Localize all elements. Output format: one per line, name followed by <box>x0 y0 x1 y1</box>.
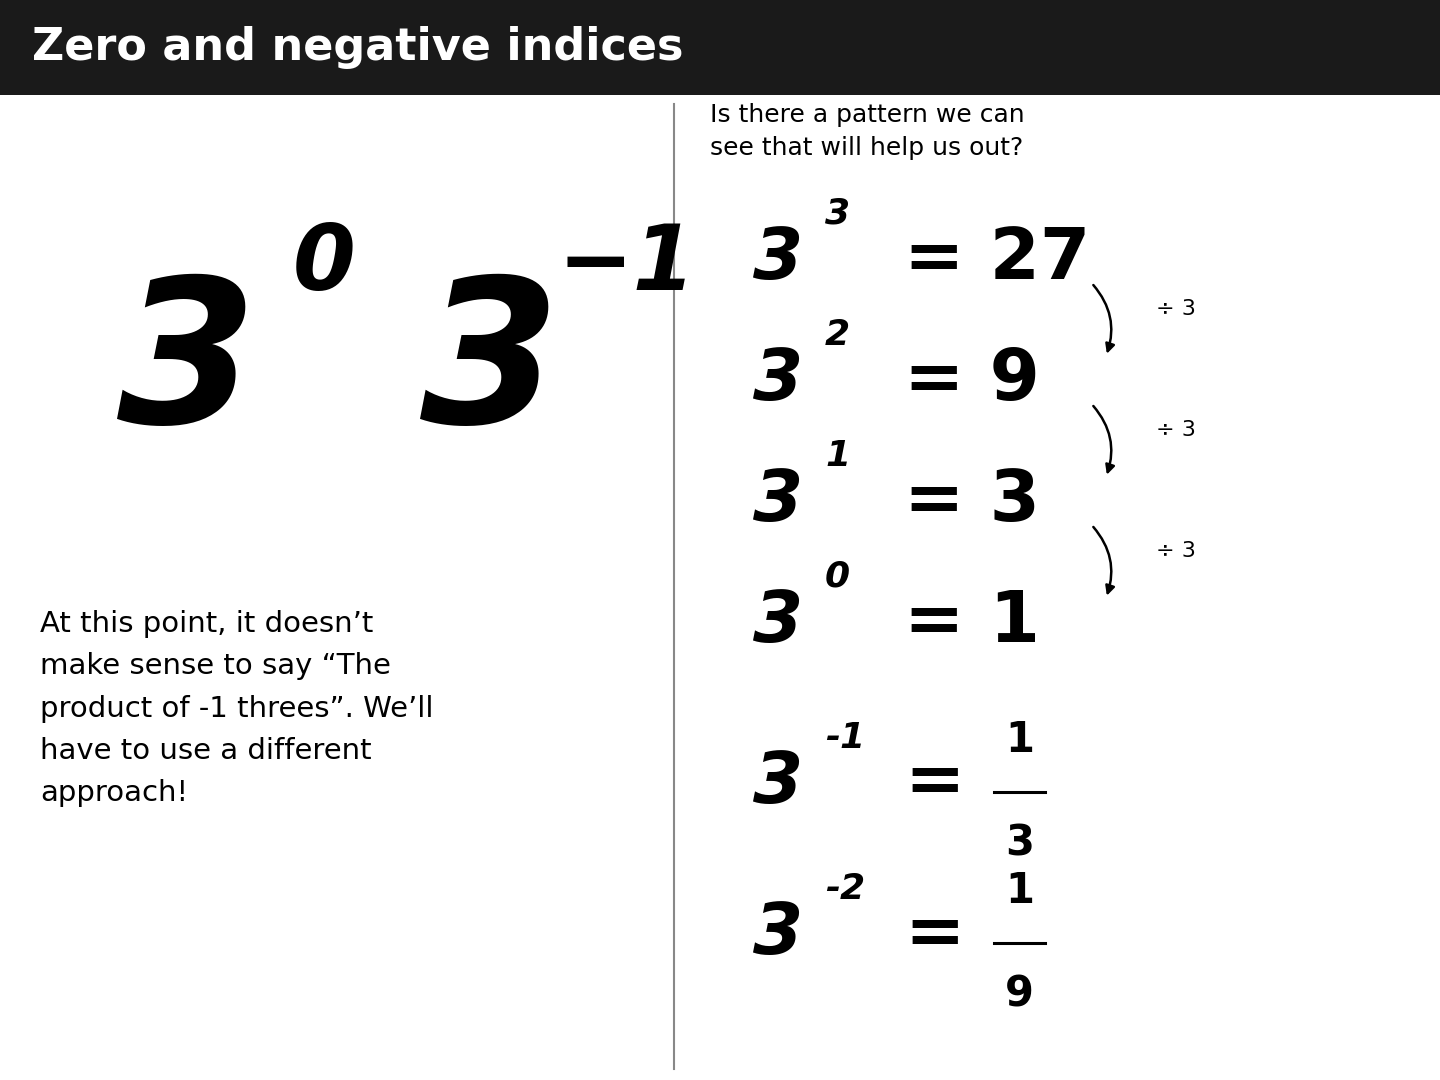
Text: = 3: = 3 <box>904 467 1040 536</box>
Text: =: = <box>904 748 965 818</box>
Text: 3: 3 <box>753 346 804 415</box>
Text: 3: 3 <box>753 748 804 818</box>
Text: 3: 3 <box>825 197 850 231</box>
Text: 9: 9 <box>1005 974 1034 1015</box>
Text: -2: -2 <box>825 872 865 906</box>
Text: 3: 3 <box>419 270 560 464</box>
Text: 1: 1 <box>1005 719 1034 760</box>
Text: ÷ 3: ÷ 3 <box>1156 299 1197 319</box>
Text: Zero and negative indices: Zero and negative indices <box>32 26 683 69</box>
Text: ÷ 3: ÷ 3 <box>1156 420 1197 440</box>
Text: 2: 2 <box>825 318 850 352</box>
Bar <box>0 0 1440 95</box>
Text: 3: 3 <box>753 900 804 969</box>
Text: 0: 0 <box>292 220 356 309</box>
Text: 0: 0 <box>825 559 850 594</box>
Text: = 1: = 1 <box>904 588 1040 657</box>
Text: 3: 3 <box>753 225 804 294</box>
Text: =: = <box>904 900 965 969</box>
Text: ÷ 3: ÷ 3 <box>1156 541 1197 561</box>
Text: -1: -1 <box>825 720 865 755</box>
Text: = 9: = 9 <box>904 346 1040 415</box>
Text: Is there a pattern we can
see that will help us out?: Is there a pattern we can see that will … <box>710 103 1024 160</box>
Text: 1: 1 <box>825 438 850 473</box>
Text: = 27: = 27 <box>904 225 1090 294</box>
Text: −1: −1 <box>557 220 696 309</box>
Text: 3: 3 <box>1005 823 1034 864</box>
Text: At this point, it doesn’t
make sense to say “The
product of -1 threes”. We’ll
ha: At this point, it doesn’t make sense to … <box>40 610 433 808</box>
Text: 1: 1 <box>1005 870 1034 912</box>
Text: 3: 3 <box>753 588 804 657</box>
Text: 3: 3 <box>117 270 258 464</box>
Text: 3: 3 <box>753 467 804 536</box>
